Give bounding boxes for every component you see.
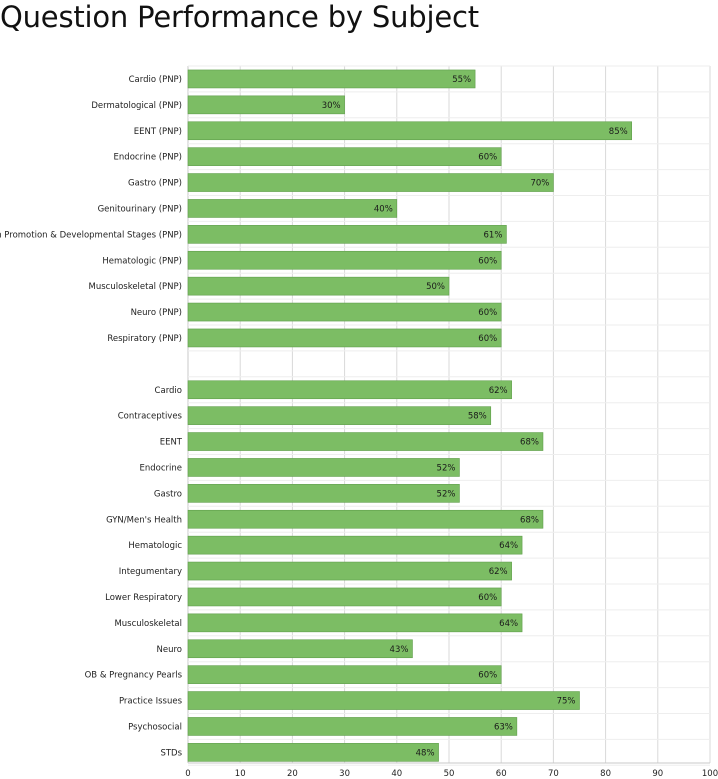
- category-label: Musculoskeletal: [114, 619, 182, 629]
- bar: [187, 613, 523, 633]
- x-tick-label: 0: [185, 769, 190, 779]
- data-label: 60%: [478, 308, 497, 318]
- bar: [187, 717, 518, 736]
- bar: [187, 484, 460, 503]
- category-label: EENT (PNP): [134, 127, 182, 137]
- data-label: 60%: [478, 153, 497, 163]
- bar: [187, 561, 512, 581]
- bar: [187, 691, 580, 710]
- x-tick-label: 30: [339, 769, 350, 779]
- bar: [187, 380, 512, 400]
- bar: [187, 95, 345, 115]
- category-label: Cardio (PNP): [129, 75, 182, 85]
- x-tick-label: 100: [702, 769, 718, 779]
- bar: [187, 302, 502, 322]
- x-tick-label: 10: [235, 769, 246, 779]
- data-label: 50%: [426, 282, 445, 292]
- bar: [187, 743, 439, 762]
- x-tick-label: 80: [600, 769, 611, 779]
- bar: [187, 432, 544, 451]
- bar: [187, 458, 460, 477]
- x-tick-label: 60: [496, 769, 507, 779]
- category-label: OB & Pregnancy Pearls: [85, 671, 183, 681]
- x-tick-label: 90: [652, 769, 663, 779]
- category-label: Endocrine: [140, 463, 183, 473]
- bar: [187, 406, 492, 425]
- bar: [187, 639, 413, 659]
- data-label: 60%: [478, 671, 497, 681]
- x-tick-label: 50: [444, 769, 455, 779]
- category-label: Endocrine (PNP): [114, 153, 182, 163]
- x-tick-label: 70: [548, 769, 559, 779]
- data-label: 63%: [494, 722, 513, 732]
- category-label: Practice Issues: [119, 697, 183, 707]
- bars: 55% 30% 85% 60% 70% 40% 61% 60% 50% 60% 60% 62% 58% 6…: [187, 69, 633, 762]
- category-label: Hematologic (PNP): [102, 256, 182, 266]
- data-label: 52%: [437, 463, 456, 473]
- category-label: Gastro: [154, 489, 182, 499]
- data-label: 61%: [484, 230, 503, 240]
- bar: [187, 328, 502, 348]
- data-label: 60%: [478, 334, 497, 344]
- bar: [187, 225, 507, 244]
- bar: [187, 587, 502, 607]
- bar: [187, 665, 502, 684]
- bar: [187, 121, 633, 141]
- category-label: Dermatological (PNP): [91, 101, 182, 111]
- bar: [187, 276, 450, 296]
- data-label: 85%: [609, 127, 628, 137]
- bar: [187, 250, 502, 270]
- data-label: 68%: [520, 515, 539, 525]
- x-axis-ticks: 0 10 20 30 40 50 60 70 80 90 100: [185, 769, 718, 779]
- category-label: Musculoskeletal (PNP): [89, 282, 183, 292]
- data-label: 52%: [437, 489, 456, 499]
- bar: [187, 147, 502, 166]
- category-label: Psychosocial: [128, 722, 182, 732]
- data-label: 55%: [452, 75, 471, 85]
- x-tick-label: 20: [287, 769, 298, 779]
- data-label: 40%: [374, 204, 393, 214]
- category-label: Integumentary: [119, 567, 182, 577]
- data-label: 62%: [489, 386, 508, 396]
- data-label: 64%: [499, 619, 518, 629]
- category-labels: Cardio (PNP) Dermatological (PNP) EENT (PN…: [0, 75, 183, 758]
- category-label: Cardio: [155, 386, 182, 396]
- data-label: 60%: [478, 593, 497, 603]
- data-label: 48%: [416, 748, 435, 758]
- category-label: Hematologic: [128, 541, 182, 551]
- category-label: Respiratory (PNP): [107, 334, 182, 344]
- category-label: GYN/Men's Health: [106, 515, 182, 525]
- page-title: Question Performance by Subject: [0, 0, 479, 34]
- category-label: Genitourinary (PNP): [98, 204, 182, 214]
- data-label: 58%: [468, 412, 487, 422]
- data-label: 30%: [322, 101, 341, 111]
- x-tick-label: 40: [391, 769, 402, 779]
- data-label: 64%: [499, 541, 518, 551]
- bar: [187, 535, 523, 555]
- data-label: 70%: [530, 179, 549, 189]
- data-label: 75%: [557, 697, 576, 707]
- bar: [187, 509, 544, 529]
- category-label: Lower Respiratory: [105, 593, 182, 603]
- category-label: Contraceptives: [118, 412, 183, 422]
- category-label: Neuro: [157, 645, 182, 655]
- bar: [187, 199, 398, 218]
- bar: [187, 69, 476, 89]
- category-label: EENT: [160, 438, 183, 448]
- category-label: Neuro (PNP): [131, 308, 182, 318]
- data-label: 68%: [520, 438, 539, 448]
- category-label: STDs: [160, 748, 182, 758]
- category-label: Health Promotion & Developmental Stages …: [0, 230, 182, 240]
- category-label: Gastro (PNP): [128, 179, 182, 189]
- data-label: 60%: [478, 256, 497, 266]
- data-label: 62%: [489, 567, 508, 577]
- data-label: 43%: [390, 645, 409, 655]
- bar: [187, 173, 554, 192]
